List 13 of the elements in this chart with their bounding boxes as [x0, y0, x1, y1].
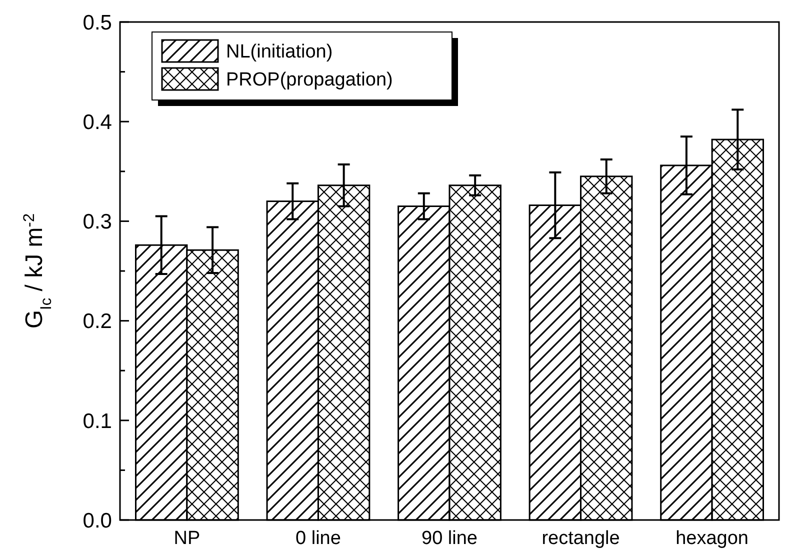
y-tick-label: 0.4: [82, 110, 112, 134]
y-tick-label: 0.1: [82, 410, 112, 433]
x-tick-label: 90 line: [422, 528, 478, 549]
x-tick-label: NP: [174, 528, 200, 549]
y-tick-label: 0.2: [82, 310, 112, 334]
legend-label: NL(initiation): [226, 42, 333, 63]
legend-label: PROP(propagation): [226, 70, 393, 91]
y-tick-label: 0.5: [82, 11, 112, 34]
y-tick-label: 0.3: [82, 210, 112, 234]
x-tick-label: 0 line: [296, 528, 341, 549]
x-tick-label: hexagon: [676, 528, 749, 549]
y-tick-label: 0.0: [82, 509, 112, 532]
x-tick-label: rectangle: [542, 528, 620, 549]
